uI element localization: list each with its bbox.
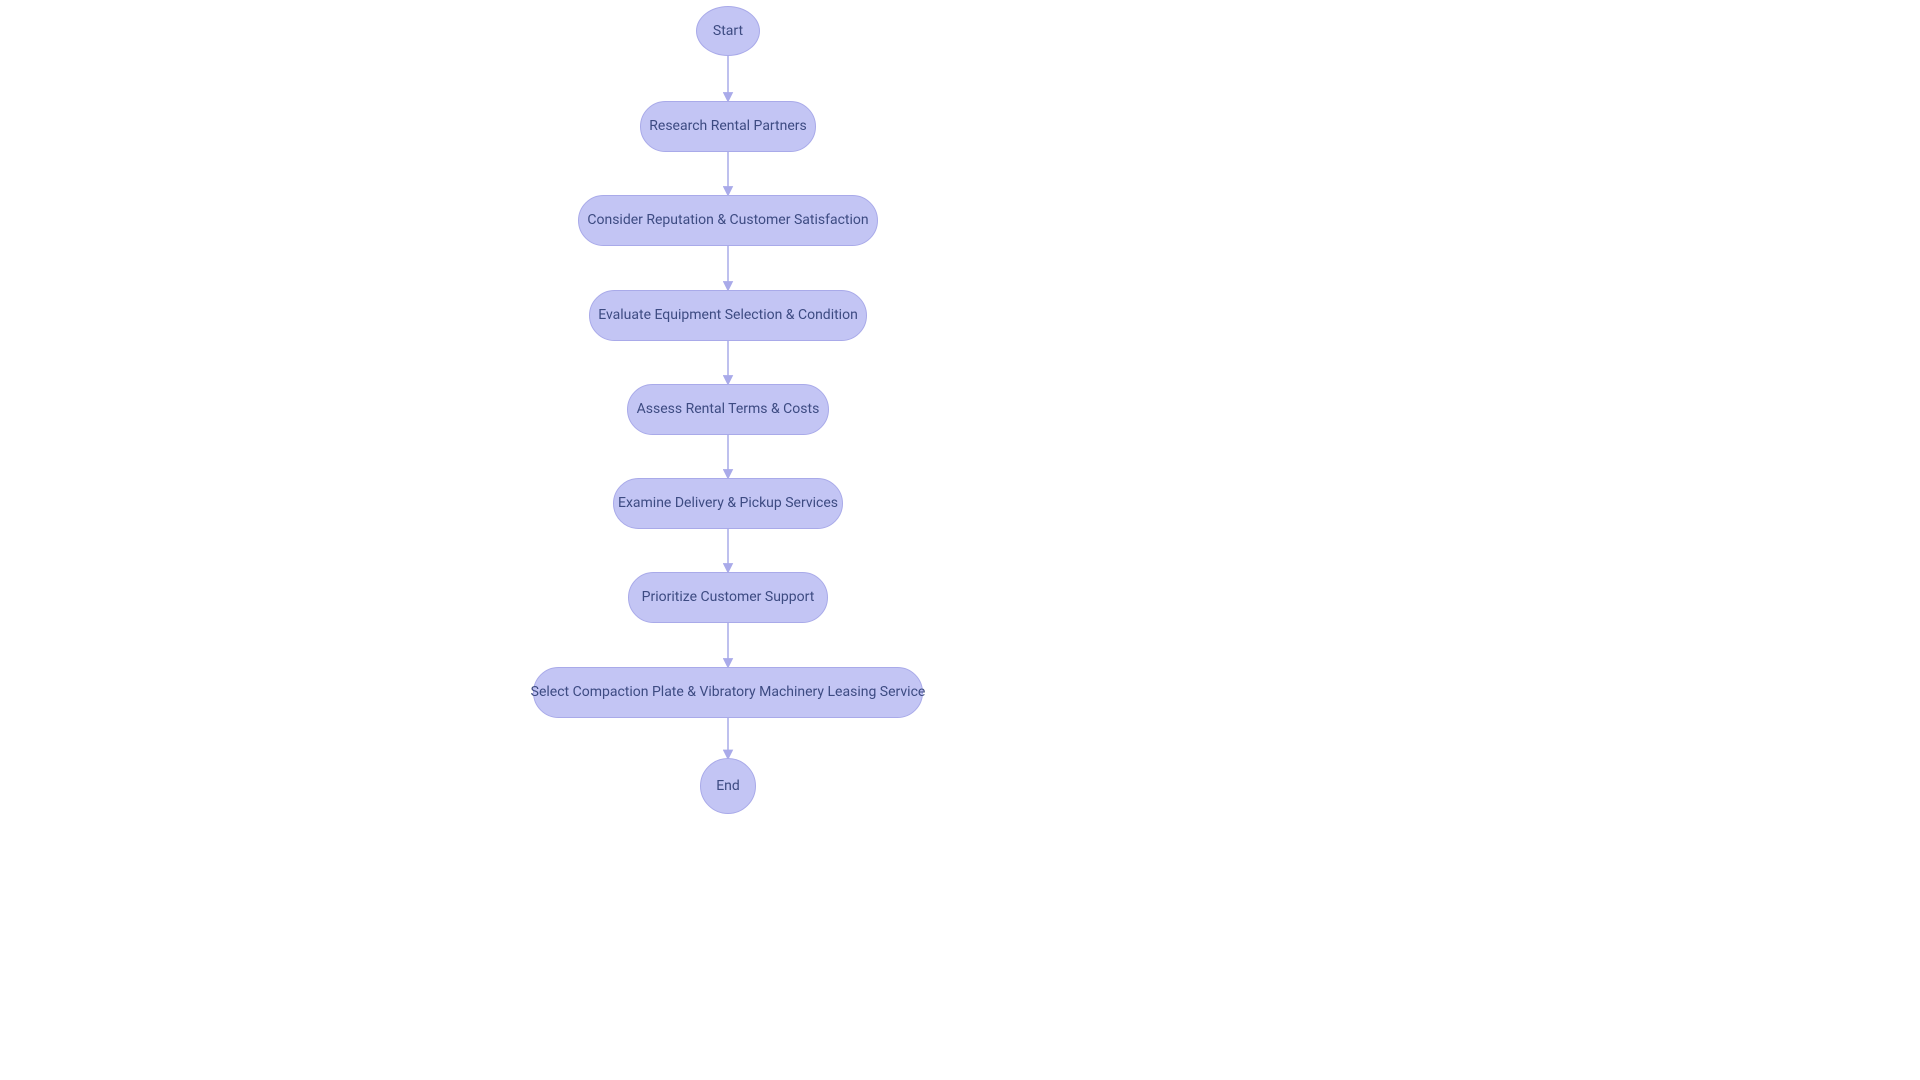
flowchart-node-label: End: [716, 778, 740, 794]
flowchart-node-label: Research Rental Partners: [649, 118, 806, 134]
flowchart-edges: [0, 0, 1920, 1080]
flowchart-node-label: Prioritize Customer Support: [642, 589, 815, 605]
flowchart-node-label: Start: [713, 23, 743, 39]
flowchart-node-n7: Select Compaction Plate & Vibratory Mach…: [533, 667, 923, 718]
flowchart-node-label: Consider Reputation & Customer Satisfact…: [587, 212, 868, 228]
flowchart-node-n3: Evaluate Equipment Selection & Condition: [589, 290, 867, 341]
flowchart-node-label: Assess Rental Terms & Costs: [637, 401, 820, 417]
flowchart-node-start: Start: [696, 6, 760, 56]
flowchart-node-label: Examine Delivery & Pickup Services: [618, 495, 838, 511]
flowchart-node-n4: Assess Rental Terms & Costs: [627, 384, 829, 435]
flowchart-canvas: Start Research Rental Partners Consider Re…: [0, 0, 1920, 1080]
flowchart-node-n6: Prioritize Customer Support: [628, 572, 828, 623]
flowchart-node-n1: Research Rental Partners: [640, 101, 816, 152]
flowchart-node-label: Evaluate Equipment Selection & Condition: [598, 307, 858, 323]
flowchart-node-n5: Examine Delivery & Pickup Services: [613, 478, 843, 529]
flowchart-node-label: Select Compaction Plate & Vibratory Mach…: [531, 684, 926, 700]
flowchart-node-end: End: [700, 758, 756, 814]
flowchart-node-n2: Consider Reputation & Customer Satisfact…: [578, 195, 878, 246]
